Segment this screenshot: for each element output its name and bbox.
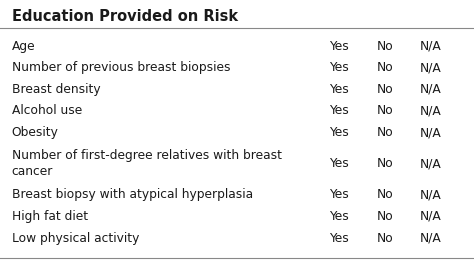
Text: No: No [377,83,393,96]
Text: Breast biopsy with atypical hyperplasia: Breast biopsy with atypical hyperplasia [12,188,253,201]
Text: N/A: N/A [419,83,441,96]
Text: High fat diet: High fat diet [12,210,88,223]
Text: Yes: Yes [329,61,349,74]
Text: Alcohol use: Alcohol use [12,104,82,118]
Text: Number of first-degree relatives with breast
cancer: Number of first-degree relatives with br… [12,149,282,178]
Text: N/A: N/A [419,231,441,245]
Text: No: No [377,231,393,245]
Text: No: No [377,157,393,170]
Text: N/A: N/A [419,61,441,74]
Text: N/A: N/A [419,188,441,201]
Text: N/A: N/A [419,210,441,223]
Text: Obesity: Obesity [12,126,59,139]
Text: Age: Age [12,40,36,53]
Text: N/A: N/A [419,157,441,170]
Text: N/A: N/A [419,126,441,139]
Text: No: No [377,104,393,118]
Text: Breast density: Breast density [12,83,100,96]
Text: Number of previous breast biopsies: Number of previous breast biopsies [12,61,230,74]
Text: Yes: Yes [329,104,349,118]
Text: No: No [377,61,393,74]
Text: No: No [377,126,393,139]
Text: No: No [377,40,393,53]
Text: N/A: N/A [419,40,441,53]
Text: No: No [377,188,393,201]
Text: Yes: Yes [329,40,349,53]
Text: Yes: Yes [329,157,349,170]
Text: Yes: Yes [329,126,349,139]
Text: Yes: Yes [329,83,349,96]
Text: Yes: Yes [329,210,349,223]
Text: Yes: Yes [329,231,349,245]
Text: Low physical activity: Low physical activity [12,231,139,245]
Text: No: No [377,210,393,223]
Text: N/A: N/A [419,104,441,118]
Text: Education Provided on Risk: Education Provided on Risk [12,9,238,24]
Text: Yes: Yes [329,188,349,201]
